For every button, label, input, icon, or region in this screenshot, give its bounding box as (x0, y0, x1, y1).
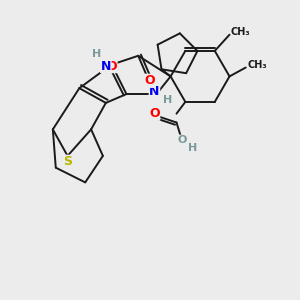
Text: O: O (149, 107, 160, 120)
Text: H: H (188, 142, 197, 152)
Text: CH₃: CH₃ (247, 60, 267, 70)
Text: CH₃: CH₃ (231, 27, 250, 37)
Text: O: O (145, 74, 155, 87)
Text: N: N (100, 60, 111, 73)
Text: O: O (106, 60, 117, 73)
Text: H: H (163, 95, 172, 105)
Text: N: N (149, 85, 160, 98)
Text: O: O (178, 135, 187, 145)
Text: H: H (92, 49, 102, 59)
Text: S: S (63, 155, 72, 168)
